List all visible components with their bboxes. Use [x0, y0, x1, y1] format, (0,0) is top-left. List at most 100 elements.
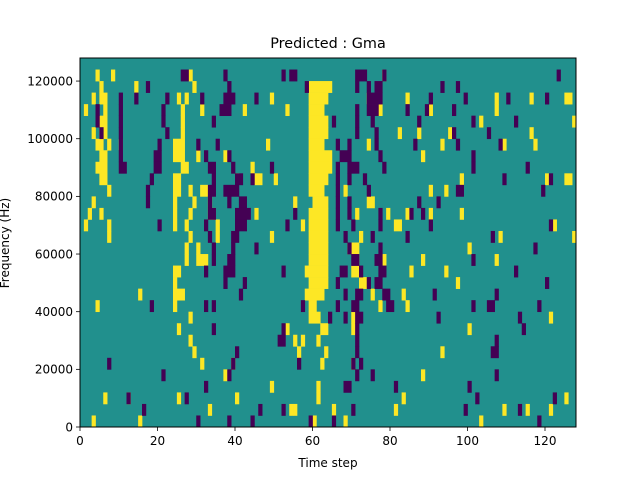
heatmap-cell-high — [316, 334, 321, 347]
heatmap-cell-high — [479, 115, 484, 128]
heatmap-cell-high — [196, 254, 209, 266]
heatmap-cell-high — [324, 346, 329, 359]
heatmap-cell-high — [351, 323, 356, 336]
heatmap-cell-high — [502, 138, 507, 151]
heatmap-cell-low — [452, 104, 457, 117]
heatmap-cell-high — [382, 254, 387, 266]
heatmap-cell-low — [196, 415, 201, 428]
heatmap-cell-low — [486, 300, 495, 313]
heatmap-cell-high — [525, 403, 530, 416]
heatmap-cell-low — [231, 230, 240, 243]
heatmap-cell-low — [118, 161, 127, 174]
heatmap-cell-high — [285, 323, 290, 336]
heatmap-cell-high — [455, 277, 461, 289]
heatmap-cell-high — [548, 311, 554, 324]
heatmap-cell-low — [180, 69, 189, 82]
heatmap-cell-high — [192, 196, 197, 209]
heatmap-cell-high — [173, 219, 178, 232]
heatmap-cell-high — [176, 323, 182, 336]
heatmap-cell-low — [533, 242, 538, 255]
heatmap-cell-low — [161, 369, 166, 382]
heatmap-cell-high — [180, 115, 185, 128]
heatmap-cell-high — [308, 81, 333, 93]
heatmap-cell-high — [107, 219, 112, 232]
heatmap-cell-high — [91, 127, 96, 140]
heatmap-cell-low — [347, 207, 352, 220]
heatmap-cell-low — [355, 127, 360, 140]
heatmap-cell-low — [223, 92, 236, 105]
x-tick-label: 60 — [305, 434, 320, 448]
x-tick-label: 0 — [76, 434, 84, 448]
heatmap-cell-low — [227, 81, 232, 93]
heatmap-cell-high — [99, 115, 108, 128]
heatmap-cell-high — [359, 277, 368, 289]
heatmap-cell-high — [188, 184, 193, 197]
heatmap-cell-low — [149, 173, 154, 186]
heatmap-cell-low — [502, 173, 507, 186]
heatmap-cell-low — [145, 81, 151, 93]
heatmap-cell-high — [188, 69, 193, 82]
heatmap-cell-low — [211, 115, 216, 128]
heatmap-cell-high — [409, 265, 414, 278]
heatmap-cell-high — [95, 161, 108, 174]
heatmap-cell-high — [180, 161, 189, 174]
heatmap-cell-low — [455, 81, 461, 93]
heatmap-cell-high — [180, 127, 185, 140]
heatmap-cell-low — [355, 69, 368, 82]
heatmap-cell-low — [207, 230, 213, 243]
heatmap-cell-low — [118, 127, 123, 140]
heatmap-cell-high — [378, 104, 383, 117]
heatmap-cell-low — [204, 265, 209, 278]
heatmap-cell-low — [366, 184, 371, 197]
heatmap-cell-low — [207, 196, 213, 209]
heatmap-cell-high — [421, 254, 426, 266]
heatmap-cell-low — [347, 161, 360, 174]
heatmap-cell-low — [211, 300, 216, 313]
heatmap-cell-high — [223, 150, 228, 163]
heatmap-cell-high — [572, 230, 577, 243]
y-tick-label: 20000 — [35, 363, 73, 377]
heatmap-cell-low — [517, 403, 523, 416]
heatmap-cell-high — [421, 369, 426, 382]
heatmap-cell-high — [308, 138, 325, 151]
heatmap-cell-low — [219, 104, 232, 117]
heatmap-cell-low — [339, 265, 348, 278]
heatmap-cell-high — [428, 207, 433, 220]
heatmap-cell-high — [308, 92, 329, 105]
heatmap-cell-high — [393, 219, 402, 232]
heatmap-cell-low — [157, 138, 162, 151]
heatmap-cell-low — [552, 392, 557, 405]
x-tick-label: 20 — [150, 434, 165, 448]
heatmap-cell-low — [285, 219, 290, 232]
heatmap-cell-low — [537, 300, 542, 313]
heatmap-cell-high — [386, 207, 391, 220]
heatmap-cell-high — [134, 81, 139, 93]
heatmap-cell-high — [173, 277, 178, 289]
heatmap-cell-low — [440, 81, 445, 93]
heatmap-cell-high — [529, 92, 534, 105]
heatmap-cell-high — [83, 219, 89, 232]
heatmap-cell-high — [308, 219, 329, 232]
heatmap-cell-low — [386, 300, 395, 313]
heatmap-cell-high — [479, 415, 484, 428]
heatmap-cell-high — [529, 127, 534, 140]
heatmap-cell-high — [304, 288, 325, 301]
chart-title: Predicted : Gma — [270, 36, 386, 52]
heatmap-cell-low — [227, 254, 236, 266]
heatmap-cell-high — [184, 219, 189, 232]
heatmap-cell-low — [366, 92, 383, 105]
heatmap-cell-high — [173, 288, 185, 301]
heatmap-cell-low — [335, 138, 340, 151]
heatmap-cell-low — [355, 334, 360, 347]
heatmap-cell-high — [184, 254, 189, 266]
heatmap-cell-low — [231, 161, 236, 174]
heatmap-cell-low — [254, 92, 259, 105]
heatmap-cell-low — [452, 127, 457, 140]
heatmap-cell-low — [378, 207, 383, 220]
heatmap-cell-low — [432, 288, 437, 301]
heatmap-cell-high — [91, 92, 96, 105]
heatmap-cell-low — [537, 415, 542, 428]
heatmap-cell-high — [269, 380, 275, 393]
heatmap-cell-high — [308, 311, 321, 324]
